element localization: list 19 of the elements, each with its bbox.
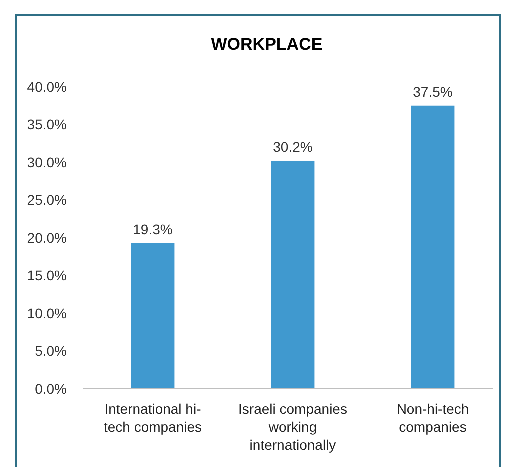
y-tick-label: 40.0% [27, 78, 67, 95]
x-tick-label: International hi-tech companies [104, 401, 202, 435]
y-tick-label: 30.0% [27, 154, 67, 170]
y-tick-label: 35.0% [27, 116, 67, 133]
y-tick-label: 15.0% [27, 268, 67, 284]
x-tick-label: Non-hi-tech companies [396, 401, 470, 435]
chart-title: WORKPLACE [211, 35, 323, 54]
y-tick-label: 20.0% [27, 230, 67, 246]
y-tick-label: 10.0% [27, 305, 67, 322]
bar [271, 160, 315, 389]
x-tick-label: Israeli companies working internationally [238, 401, 348, 453]
bar [411, 106, 455, 389]
data-label: 19.3% [133, 221, 173, 238]
y-tick-label: 0.0% [35, 380, 67, 397]
y-tick-label: 5.0% [35, 343, 67, 360]
bar [131, 243, 175, 389]
y-tick-label: 25.0% [27, 192, 67, 208]
data-label: 37.5% [413, 84, 453, 100]
data-label: 30.2% [273, 138, 313, 155]
